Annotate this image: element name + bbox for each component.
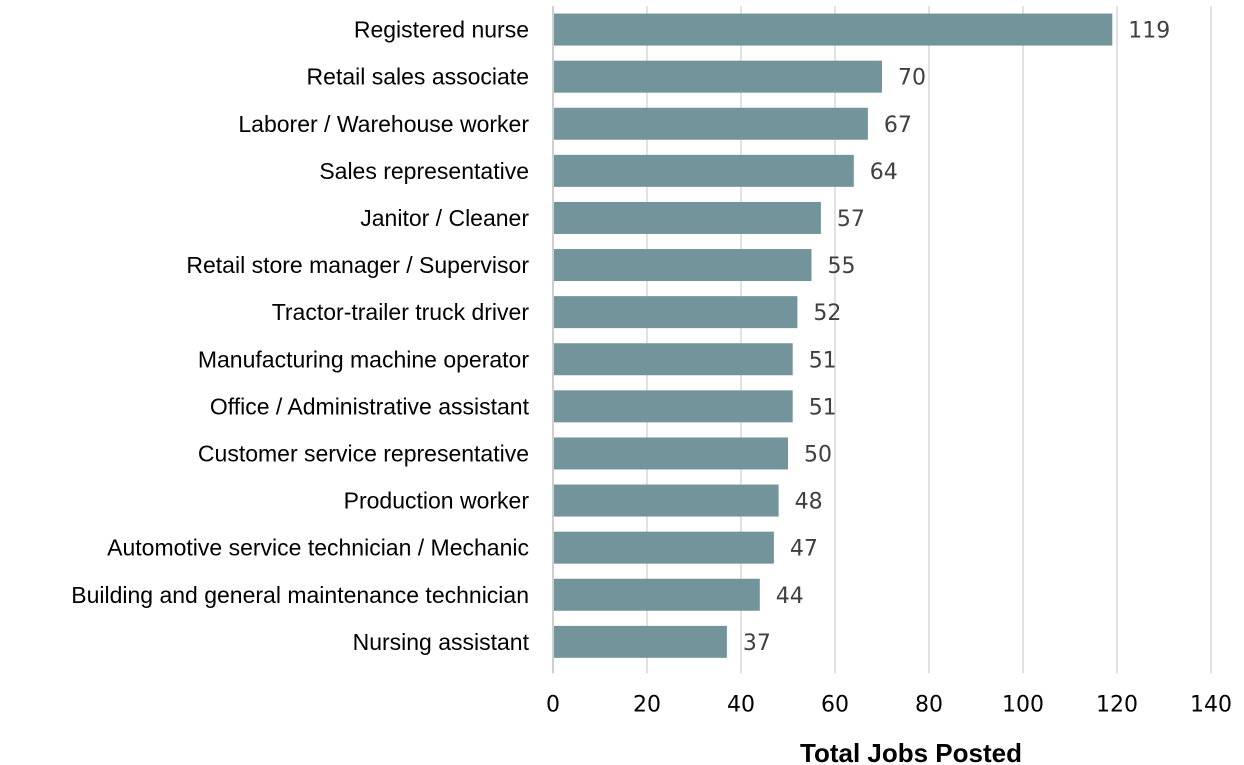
category-label: Registered nurse <box>354 17 529 43</box>
bar <box>554 390 793 423</box>
data-label: 47 <box>790 537 818 562</box>
data-label: 51 <box>809 395 837 420</box>
bar <box>554 437 788 470</box>
x-tick-label: 100 <box>1002 692 1044 717</box>
data-label: 55 <box>828 254 856 279</box>
bar <box>554 60 882 93</box>
x-tick-label: 120 <box>1096 692 1138 717</box>
x-tick-label: 0 <box>546 692 560 717</box>
bar <box>554 484 779 517</box>
category-label: Tractor-trailer truck driver <box>272 299 530 325</box>
bar <box>554 531 774 564</box>
category-label: Manufacturing machine operator <box>198 346 529 372</box>
bar <box>554 107 868 140</box>
category-label: Sales representative <box>319 158 529 184</box>
bar <box>554 625 727 658</box>
category-label: Nursing assistant <box>353 629 530 655</box>
data-label: 48 <box>795 490 823 515</box>
category-label: Production worker <box>344 488 530 514</box>
data-label: 119 <box>1128 19 1170 44</box>
x-tick-label: 40 <box>727 692 755 717</box>
x-axis-title: Total Jobs Posted <box>800 738 1022 765</box>
gridlines <box>552 6 1212 674</box>
category-label: Retail sales associate <box>307 64 529 90</box>
data-label: 52 <box>813 301 841 326</box>
bar <box>554 13 1113 46</box>
x-tick-label: 20 <box>633 692 661 717</box>
bar <box>554 249 812 282</box>
bar <box>554 201 821 234</box>
category-label: Laborer / Warehouse worker <box>238 111 529 137</box>
bar <box>554 343 793 376</box>
x-tick-label: 80 <box>915 692 943 717</box>
category-label: Retail store manager / Supervisor <box>186 252 529 278</box>
data-label: 37 <box>743 631 771 656</box>
category-label: Automotive service technician / Mechanic <box>107 535 529 561</box>
category-label: Office / Administrative assistant <box>210 393 530 419</box>
data-label: 70 <box>898 66 926 91</box>
category-label: Customer service representative <box>198 440 529 466</box>
data-label: 44 <box>776 584 804 609</box>
data-label: 67 <box>884 113 912 138</box>
data-label: 50 <box>804 442 832 467</box>
x-tick-label: 140 <box>1190 692 1232 717</box>
x-tick-label: 60 <box>821 692 849 717</box>
category-label: Building and general maintenance technic… <box>71 582 529 608</box>
data-label: 51 <box>809 348 837 373</box>
data-label: 57 <box>837 207 865 232</box>
bar <box>554 154 854 187</box>
category-label: Janitor / Cleaner <box>360 205 529 231</box>
bar <box>554 578 760 611</box>
x-axis-ticks: 0 20 40 60 80 100 120 140 <box>546 692 1232 717</box>
category-labels: Registered nurse Retail sales associate La… <box>71 17 529 655</box>
bar <box>554 296 798 329</box>
bars <box>554 13 1113 658</box>
data-label: 64 <box>870 160 898 185</box>
